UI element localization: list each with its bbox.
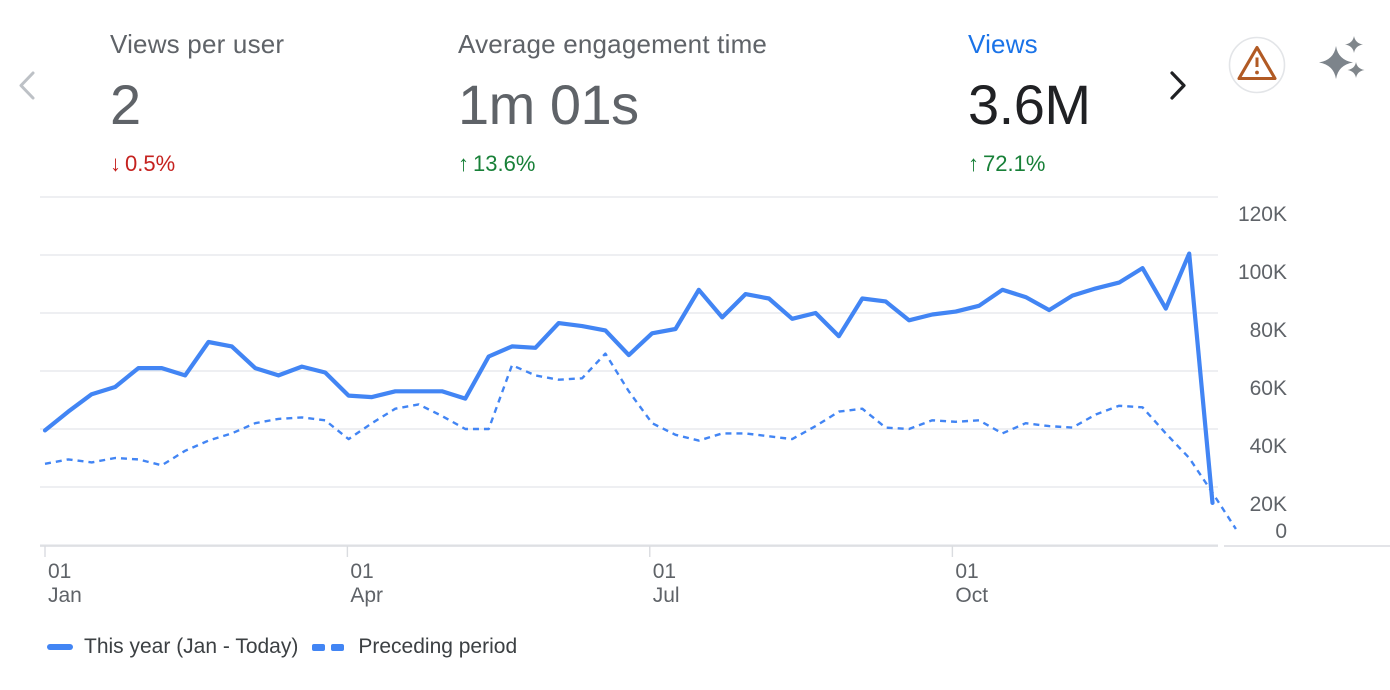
metric-value: 3.6M: [968, 73, 1091, 136]
preceding-period-line: [44, 352, 1237, 530]
metric-views[interactable]: Views 3.6M ↑ 72.1%: [968, 28, 1091, 178]
dash-segment: [312, 643, 326, 651]
chart-legend: This year (Jan - Today) Preceding period: [47, 635, 517, 659]
delta-percent: 72.1%: [983, 151, 1046, 176]
previous-card-button[interactable]: [8, 64, 48, 104]
metric-delta: ↑ 13.6%: [458, 150, 767, 178]
metric-value: 1m 01s: [458, 73, 639, 136]
warning-triangle-icon: [1228, 36, 1286, 94]
insights-sparkle-button[interactable]: [1312, 30, 1368, 86]
x-axis-label-day: 01: [955, 560, 978, 583]
legend-label: Preceding period: [358, 635, 518, 658]
legend-item-preceding-period: Preceding period: [298, 635, 517, 659]
this-year-line: [42, 251, 1215, 505]
dash-segment: [331, 643, 345, 651]
x-axis-label-month: Jan: [48, 584, 82, 607]
metric-value: 2: [110, 73, 141, 136]
x-axis-label-day: 01: [350, 560, 373, 583]
y-axis-label: 100K: [1238, 261, 1287, 284]
arrow-down-icon: ↓: [110, 151, 121, 176]
x-axis-label-month: Apr: [350, 584, 383, 607]
y-axis-label: 0: [1275, 520, 1287, 543]
metric-delta: ↓ 0.5%: [110, 150, 284, 178]
y-axis-label: 80K: [1250, 319, 1287, 342]
delta-percent: 13.6%: [473, 151, 536, 176]
metric-label: Views: [968, 29, 1038, 59]
metric-views-per-user[interactable]: Views per user 2 ↓ 0.5%: [110, 28, 284, 178]
chevron-left-icon: [19, 71, 35, 100]
chevron-right-icon: [1170, 71, 1186, 100]
y-axis-label: 60K: [1250, 377, 1287, 400]
next-card-button[interactable]: [1158, 66, 1198, 106]
data-quality-warning-button[interactable]: [1228, 36, 1286, 94]
x-axis-label-month: Oct: [955, 584, 988, 607]
y-axis-label: 20K: [1250, 493, 1287, 516]
arrow-up-icon: ↑: [968, 151, 979, 176]
x-axis-label-day: 01: [653, 560, 676, 583]
metric-label: Views per user: [110, 29, 285, 59]
sparkles-icon: [1319, 36, 1365, 79]
x-axis-label-day: 01: [48, 560, 71, 583]
metric-label: Average engagement time: [458, 29, 768, 59]
metric-average-engagement-time[interactable]: Average engagement time 1m 01s ↑ 13.6%: [458, 28, 767, 178]
legend-item-this-year: This year (Jan - Today): [47, 635, 298, 659]
y-axis-label: 120K: [1238, 203, 1287, 226]
x-axis-label-month: Jul: [653, 584, 680, 607]
delta-percent: 0.5%: [125, 151, 176, 176]
arrow-up-icon: ↑: [458, 151, 469, 176]
legend-label: This year (Jan - Today): [84, 635, 299, 658]
metric-delta: ↑ 72.1%: [968, 150, 1091, 178]
y-axis-label: 40K: [1250, 435, 1287, 458]
solid-line-swatch: [47, 644, 73, 650]
dashed-line-swatch: [312, 643, 345, 651]
